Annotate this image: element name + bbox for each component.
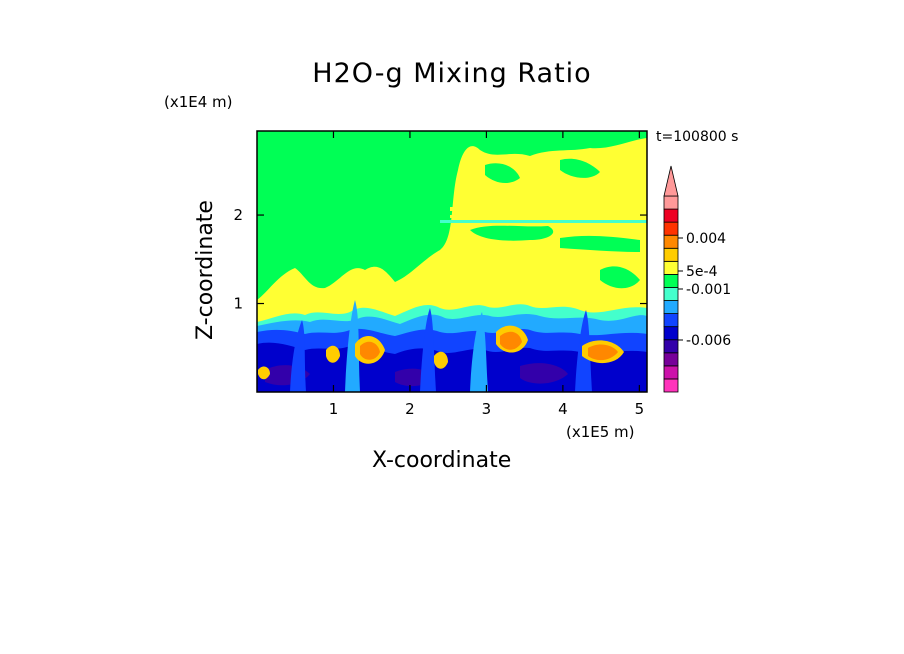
y-tick-label: 2 (233, 206, 243, 224)
field-orange-core (258, 366, 270, 380)
axis-tick-labels: 1 2 3 4 5 1 2 (233, 206, 644, 418)
x-tick-label: 2 (405, 400, 415, 418)
colorbar (663, 165, 679, 393)
colorbar-level (663, 273, 679, 288)
x-tick-label: 5 (635, 400, 645, 418)
y-tick-label: 1 (233, 295, 243, 313)
field-green-patch (560, 235, 640, 252)
colorbar-label: 0.004 (686, 231, 726, 247)
contour-field (257, 131, 647, 392)
field-streak (450, 207, 647, 211)
colorbar-level (663, 247, 679, 262)
time-annotation: t=100800 s (656, 129, 739, 145)
chart-title: H2O-g Mixing Ratio (312, 58, 592, 89)
plot-frame (256, 130, 648, 393)
colorbar-level (663, 352, 679, 367)
x-tick-label: 4 (558, 400, 568, 418)
field-streak (440, 220, 647, 223)
x-tick-label: 1 (329, 400, 339, 418)
field-plume (345, 300, 360, 392)
colorbar-label: -0.006 (686, 333, 731, 349)
field-orange-core (360, 341, 380, 360)
field-orange-core (588, 344, 618, 361)
field-streak (450, 215, 647, 218)
field-green-patch (600, 266, 640, 289)
colorbar-level (663, 300, 679, 314)
field-orange-core (500, 331, 522, 350)
field-green-patch (470, 225, 554, 241)
colorbar-level (663, 326, 679, 341)
x-tick-label: 3 (482, 400, 492, 418)
colorbar-level (663, 195, 679, 210)
field-orange-core (434, 351, 448, 369)
colorbar-level (663, 313, 679, 328)
colorbar-level (663, 287, 679, 301)
axis-ticks (257, 131, 647, 392)
field-orange-core (326, 345, 340, 363)
colorbar-level (663, 339, 679, 354)
field-navy-patch (520, 363, 568, 384)
y-axis-unit: (x1E4 m) (164, 93, 233, 111)
colorbar-level (663, 234, 679, 249)
x-axis-unit: (x1E5 m) (566, 423, 635, 441)
colorbar-label: 5e-4 (686, 264, 718, 280)
field-plume (470, 312, 488, 392)
colorbar-level (663, 221, 679, 236)
colorbar-level (663, 378, 679, 393)
colorbar-extension-arrow (663, 165, 679, 197)
x-axis-label: X-coordinate (372, 448, 512, 473)
field-plume (420, 308, 436, 392)
field-plume (290, 320, 306, 392)
colorbar-level (663, 260, 679, 275)
field-green-patch (485, 163, 520, 184)
colorbar-labels: 0.004 5e-4 -0.001 -0.006 (678, 231, 731, 349)
field-green-patch (560, 158, 600, 178)
colorbar-level (663, 365, 679, 380)
colorbar-level (663, 208, 679, 223)
colorbar-label: -0.001 (686, 282, 731, 298)
